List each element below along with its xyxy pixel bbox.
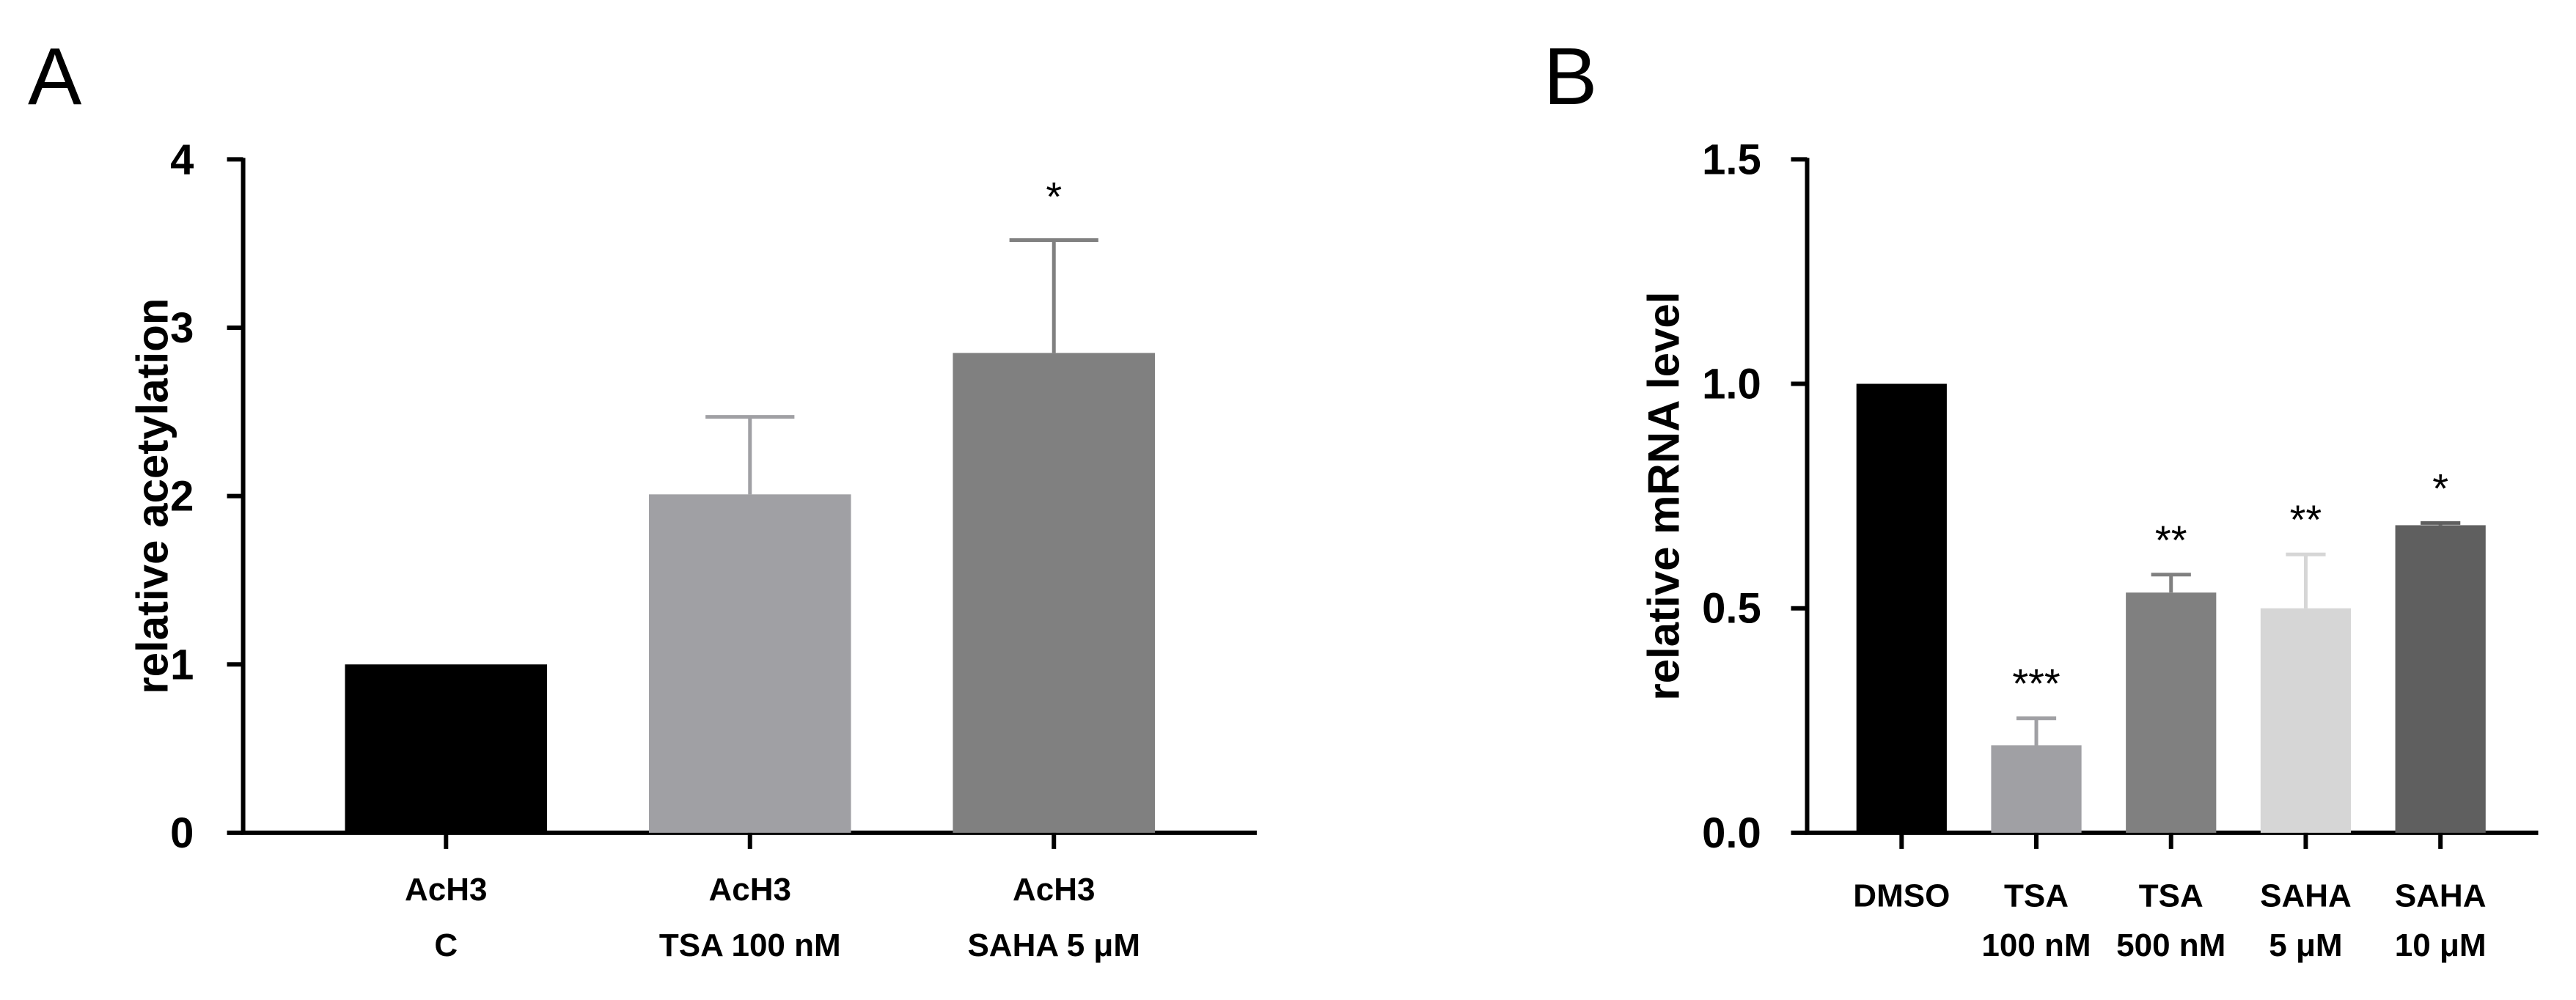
bar <box>2260 608 2352 833</box>
category-label-line2: C <box>434 927 458 963</box>
y-axis-title: relative acetylation <box>128 298 177 694</box>
significance-marker: * <box>1046 174 1062 220</box>
significance-marker: ** <box>2155 517 2187 563</box>
y-tick-label: 1 <box>170 641 194 688</box>
y-tick-label: 0.5 <box>1702 585 1761 633</box>
bar <box>2126 592 2217 833</box>
significance-marker: ** <box>2290 496 2322 543</box>
bar <box>648 494 851 833</box>
panel-a-label: A <box>28 32 82 122</box>
category-label-line1: SAHA <box>2395 878 2487 914</box>
panel-b-label: B <box>1544 32 1597 122</box>
bar <box>345 664 548 833</box>
category-label-line1: DMSO <box>1853 878 1950 914</box>
category-label-line2: SAHA 5 μM <box>967 927 1140 963</box>
bar <box>953 353 1156 833</box>
significance-marker: *** <box>2012 661 2060 707</box>
y-tick-label: 0.0 <box>1702 809 1761 857</box>
y-axis-title: relative mRNA level <box>1640 292 1689 701</box>
bar <box>1856 383 1947 833</box>
category-label-line2: 100 nM <box>1981 927 2091 963</box>
y-tick-label: 4 <box>170 136 194 183</box>
y-tick-label: 1.5 <box>1702 136 1761 183</box>
category-label-line2: TSA 100 nM <box>659 927 841 963</box>
category-label-line2: 500 nM <box>2116 927 2225 963</box>
category-label-line1: TSA <box>2139 878 2203 914</box>
y-tick-label: 3 <box>170 304 194 352</box>
category-label-line1: AcH3 <box>1013 872 1096 908</box>
category-label-line2: 10 μM <box>2395 927 2487 963</box>
bar <box>2395 525 2486 833</box>
significance-marker: * <box>2432 465 2448 511</box>
category-label-line1: TSA <box>2004 878 2069 914</box>
y-tick-label: 0 <box>170 809 194 857</box>
bar <box>1991 745 2082 833</box>
category-label-line1: AcH3 <box>405 872 488 908</box>
category-label-line1: AcH3 <box>709 872 792 908</box>
category-label-line2: 5 μM <box>2269 927 2342 963</box>
y-tick-label: 1.0 <box>1702 361 1761 408</box>
category-label-line1: SAHA <box>2260 878 2352 914</box>
y-tick-label: 2 <box>170 473 194 521</box>
